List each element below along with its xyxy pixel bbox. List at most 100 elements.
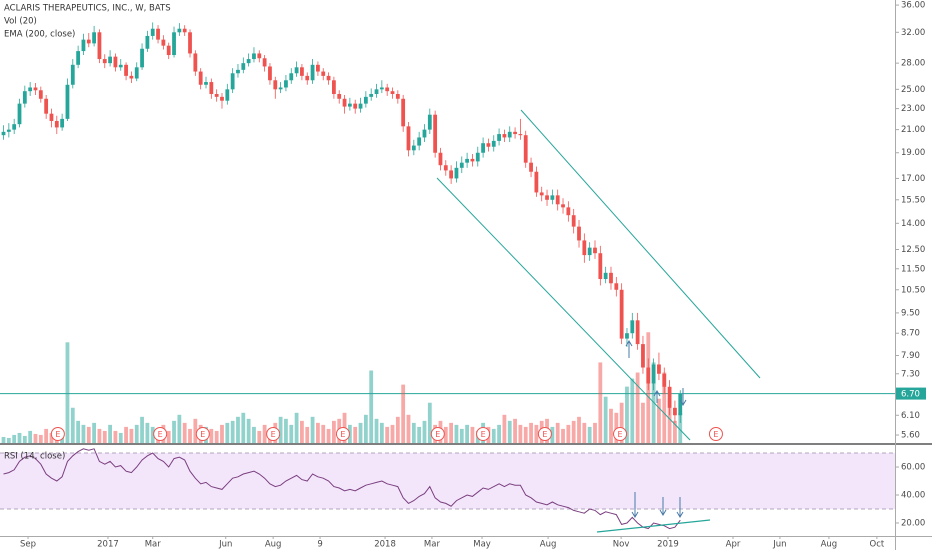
- y-tick-label: 6.10: [901, 411, 920, 421]
- volume-bar: [81, 424, 86, 443]
- volume-bar: [49, 432, 54, 443]
- y-tick-label: 17.00: [901, 174, 925, 184]
- volume-bar: [534, 424, 539, 443]
- candle-body: [657, 364, 661, 374]
- volume-bar: [417, 426, 422, 443]
- candle-body: [337, 94, 342, 99]
- arrow-up: [653, 390, 661, 403]
- candle-body: [316, 64, 320, 72]
- chart-title: ACLARIS THERAPEUTICS, INC., W, BATS: [4, 4, 171, 14]
- volume-bar: [619, 402, 624, 443]
- volume-bar: [172, 420, 176, 443]
- rsi-tick-label: 40.00: [901, 490, 925, 500]
- candle-body: [651, 364, 656, 384]
- candle-body: [678, 393, 683, 416]
- volume-bar: [289, 424, 294, 443]
- y-tick-label: 9.50: [901, 308, 920, 318]
- volume-bar: [321, 424, 326, 443]
- volume-bar: [401, 384, 406, 443]
- y-tick-label: 36.00: [901, 1, 925, 11]
- volume-bar: [214, 430, 219, 443]
- volume-bar: [236, 416, 240, 443]
- x-tick-label: Mar: [424, 540, 441, 550]
- volume-bar: [395, 416, 400, 443]
- volume-bar: [529, 422, 533, 443]
- candle-body: [673, 407, 677, 416]
- candle-body: [491, 140, 496, 147]
- candle-body: [342, 98, 347, 107]
- candle-body: [166, 45, 171, 56]
- volume-bar: [257, 430, 262, 443]
- candle-body: [49, 113, 54, 121]
- y-tick-label: 25.00: [901, 85, 925, 95]
- volume-bar: [209, 428, 214, 443]
- arrow-down: [676, 497, 684, 518]
- arrow-up: [625, 340, 633, 358]
- candle-body: [390, 91, 395, 95]
- candle-body: [129, 75, 134, 79]
- candle-body: [326, 75, 331, 81]
- candle-body: [358, 103, 363, 109]
- candle-body: [118, 64, 123, 68]
- candle-body: [449, 170, 454, 179]
- volume-bar: [124, 426, 128, 443]
- candle-body: [609, 272, 613, 284]
- candle-body: [369, 94, 374, 97]
- candle-body: [241, 63, 246, 70]
- volume-bar: [129, 428, 134, 443]
- volume-bar: [411, 422, 416, 443]
- volume-bar: [561, 428, 565, 443]
- x-tick-label: Apr: [726, 540, 741, 550]
- candle-body: [284, 80, 288, 88]
- earnings-marker: [266, 427, 281, 441]
- candle-body: [97, 32, 102, 60]
- x-tick-label: Jun: [772, 540, 786, 550]
- earnings-label: E: [55, 430, 60, 439]
- earnings-label: E: [481, 430, 486, 439]
- earnings-marker: [537, 427, 552, 441]
- candle-body: [81, 39, 86, 52]
- volume-bar: [150, 426, 155, 443]
- volume-bar: [497, 424, 501, 443]
- candle-body: [497, 134, 501, 141]
- candle-body: [417, 137, 422, 146]
- volume-bar: [571, 420, 576, 443]
- volume-bar: [145, 422, 150, 443]
- y-tick-label: 12.50: [901, 245, 925, 255]
- volume-bar: [523, 426, 528, 443]
- candle-body: [28, 87, 33, 92]
- volume-bar: [246, 418, 251, 443]
- candle-body: [92, 32, 97, 44]
- candle-body: [593, 247, 597, 254]
- volume-bar: [577, 416, 581, 443]
- candle-body: [124, 64, 128, 76]
- candle-body: [577, 226, 581, 241]
- candle-body: [502, 134, 507, 138]
- rsi-line: [3, 448, 681, 530]
- candle-body: [60, 118, 65, 128]
- x-tick-label: Mar: [145, 540, 162, 550]
- candle-body: [182, 28, 187, 33]
- earnings-marker: [335, 427, 350, 441]
- candle-body: [470, 158, 475, 162]
- candle-body: [422, 129, 427, 138]
- volume-bar: [374, 418, 379, 443]
- rsi-band: [0, 453, 895, 509]
- volume-bar: [177, 414, 182, 443]
- candle-body: [582, 240, 587, 256]
- candle-body: [347, 103, 352, 107]
- candle-body: [321, 71, 326, 76]
- candle-body: [230, 73, 235, 90]
- volume-bar: [353, 426, 358, 443]
- volume-bar: [316, 422, 320, 443]
- candle-body: [156, 28, 160, 40]
- rsi-title: RSI (14, close): [4, 452, 65, 462]
- volume-bar: [294, 412, 299, 443]
- volume-bar: [17, 432, 22, 443]
- arrow-down: [631, 492, 639, 518]
- volume-bar: [278, 416, 283, 443]
- last-price-label: 6.70: [901, 390, 920, 400]
- candle-body: [198, 71, 203, 85]
- candle-body: [65, 84, 70, 119]
- volume-bar: [454, 424, 459, 443]
